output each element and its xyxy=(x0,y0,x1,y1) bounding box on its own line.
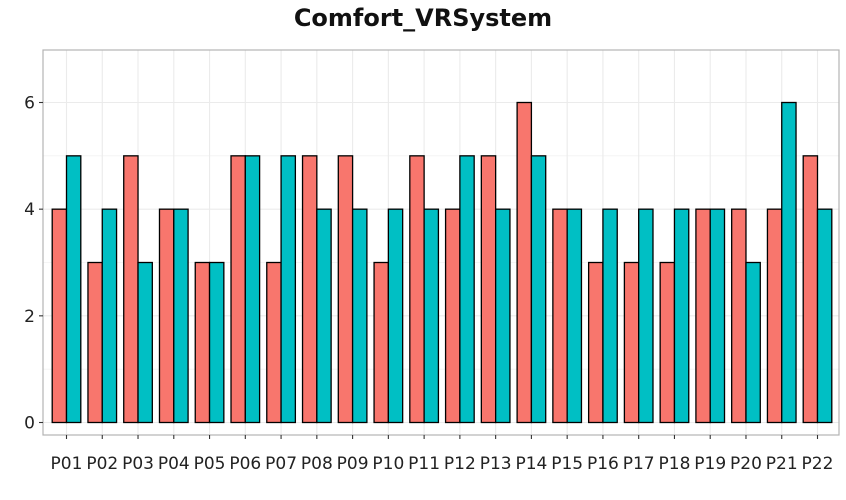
bar-P05-series-1 xyxy=(194,261,211,424)
bar-P15-series-1 xyxy=(552,208,568,424)
x-tick-label: P19 xyxy=(694,454,726,474)
bar-P04-series-1 xyxy=(158,208,175,424)
bar-P03-series-1 xyxy=(123,155,139,424)
bar-P08-series-1 xyxy=(301,155,318,424)
bar-P14-series-2 xyxy=(530,155,547,424)
bar-P05-series-2 xyxy=(208,261,225,424)
x-tick-label: P10 xyxy=(372,454,404,474)
bar-P01-series-1 xyxy=(51,208,68,424)
bar-P16-series-1 xyxy=(587,261,604,424)
bar-P13-series-1 xyxy=(480,155,497,424)
x-tick-label: P22 xyxy=(802,454,834,474)
x-tick-label: P17 xyxy=(623,454,655,474)
x-tick-label: P18 xyxy=(659,454,691,474)
bar-P17-series-2 xyxy=(638,208,654,424)
bar-P20-series-2 xyxy=(745,261,761,424)
bar-P15-series-2 xyxy=(566,208,583,424)
x-tick-label: P02 xyxy=(86,454,118,474)
bar-P04-series-2 xyxy=(173,208,189,424)
bar-P16-series-2 xyxy=(602,208,618,424)
bar-P22-series-2 xyxy=(816,208,833,424)
bar-layer xyxy=(51,101,833,424)
bar-P22-series-1 xyxy=(802,155,819,424)
x-tick-label: P12 xyxy=(444,454,476,474)
bar-P07-series-1 xyxy=(266,261,282,424)
x-tick-label: P14 xyxy=(515,454,547,474)
bar-P10-series-1 xyxy=(373,261,390,424)
bar-P13-series-2 xyxy=(494,208,511,424)
bar-P03-series-2 xyxy=(137,261,153,424)
bar-P18-series-1 xyxy=(659,261,676,424)
bar-P18-series-2 xyxy=(673,208,690,424)
bar-P01-series-2 xyxy=(65,155,82,424)
x-tick-label: P06 xyxy=(229,454,261,474)
x-tick-label: P13 xyxy=(480,454,512,474)
x-tick-label: P08 xyxy=(301,454,333,474)
x-tick-label: P07 xyxy=(265,454,297,474)
x-tick-label: P09 xyxy=(337,454,369,474)
y-tick-label: 4 xyxy=(24,200,35,220)
bar-P09-series-1 xyxy=(337,155,354,424)
x-tick-label: P01 xyxy=(51,454,83,474)
bar-P19-series-2 xyxy=(709,208,726,424)
bar-P12-series-2 xyxy=(459,155,475,424)
bar-P19-series-1 xyxy=(695,208,711,424)
x-tick-label: P15 xyxy=(551,454,583,474)
x-tick-label: P11 xyxy=(408,454,440,474)
plot-panel-border xyxy=(42,49,840,436)
y-tick-label: 0 xyxy=(24,414,35,434)
bar-P12-series-1 xyxy=(444,208,461,424)
bar-P07-series-2 xyxy=(280,155,297,424)
bar-P09-series-2 xyxy=(351,208,368,424)
bar-P11-series-1 xyxy=(409,155,425,424)
axis-layer: 0 2 4 6 P01 P02 P03 P04 P05 P06 P07 P08 P09 P10 P11 P12… xyxy=(24,94,833,475)
x-tick-label: P04 xyxy=(158,454,190,474)
bar-P08-series-2 xyxy=(316,208,332,424)
y-tick-label: 2 xyxy=(24,307,35,327)
y-tick-label: 6 xyxy=(24,94,35,114)
x-tick-label: P21 xyxy=(766,454,798,474)
bar-P06-series-1 xyxy=(230,155,246,424)
bar-P21-series-1 xyxy=(766,208,783,424)
bar-P20-series-1 xyxy=(731,208,747,424)
bar-P14-series-1 xyxy=(516,101,533,424)
bar-P17-series-1 xyxy=(623,261,640,424)
bar-P21-series-2 xyxy=(781,101,797,424)
bar-P06-series-2 xyxy=(244,155,261,424)
x-tick-label: P05 xyxy=(194,454,226,474)
bar-P11-series-2 xyxy=(423,208,440,424)
x-tick-label: P03 xyxy=(122,454,154,474)
x-tick-label: P16 xyxy=(587,454,619,474)
bar-P02-series-1 xyxy=(87,261,103,424)
chart-title: Comfort_VRSystem xyxy=(293,4,553,32)
bar-P10-series-2 xyxy=(387,208,404,424)
bar-P02-series-2 xyxy=(101,208,118,424)
x-tick-label: P20 xyxy=(730,454,762,474)
